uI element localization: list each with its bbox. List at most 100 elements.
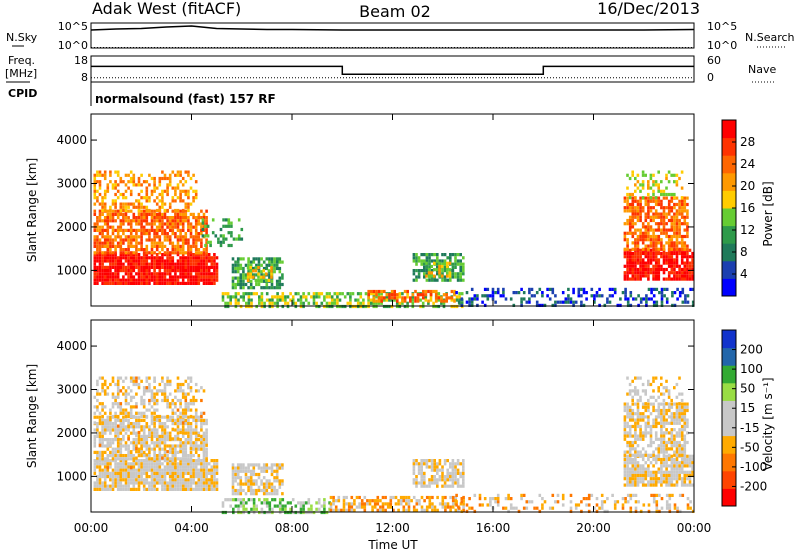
heatmap-cell <box>205 256 208 259</box>
heatmap-cell <box>130 432 133 435</box>
heatmap-cell <box>426 506 429 509</box>
heatmap-cell <box>629 206 632 209</box>
heatmap-cell <box>146 469 149 472</box>
colorbar-swatch <box>722 120 736 138</box>
heatmap-cell <box>146 435 149 438</box>
heatmap-cell <box>367 290 370 293</box>
heatmap-cell <box>676 262 679 265</box>
heatmap-cell <box>101 235 104 238</box>
heatmap-cell <box>234 283 237 286</box>
heatmap-cell <box>179 485 182 488</box>
heatmap-cell <box>140 272 143 275</box>
heatmap-cell <box>279 486 282 489</box>
heatmap-cell <box>642 252 645 255</box>
heatmap-cell <box>418 469 421 472</box>
heatmap-cell <box>120 279 123 282</box>
heatmap-cell <box>647 403 650 406</box>
heatmap-cell <box>323 295 326 298</box>
heatmap-cell <box>678 278 681 281</box>
heatmap-cell <box>125 190 128 193</box>
heatmap-cell <box>639 268 642 271</box>
heatmap-cell <box>462 475 465 478</box>
heatmap-cell <box>156 196 159 199</box>
heatmap-cell <box>684 471 687 474</box>
heatmap-cell <box>148 238 151 241</box>
heatmap-cell <box>660 206 663 209</box>
heatmap-cell <box>686 252 689 255</box>
heatmap-cell <box>445 296 448 299</box>
heatmap-cell <box>164 389 167 392</box>
heatmap-cell <box>232 470 235 473</box>
heatmap-cell <box>446 478 449 481</box>
heatmap-cell <box>159 216 162 219</box>
heatmap-cell <box>101 386 104 389</box>
heatmap-cell <box>140 441 143 444</box>
heatmap-cell <box>689 464 692 467</box>
heatmap-cell <box>192 242 195 245</box>
heatmap-cell <box>164 469 167 472</box>
heatmap-cell <box>276 470 279 473</box>
heatmap-cell <box>207 234 210 237</box>
heatmap-cell <box>665 193 668 196</box>
heatmap-cell <box>627 304 630 307</box>
heatmap-cell <box>143 386 146 389</box>
heatmap-cell <box>156 415 159 418</box>
heatmap-cell <box>179 402 182 405</box>
heatmap-cell <box>684 458 687 461</box>
heatmap-cell <box>179 259 182 262</box>
heatmap-cell <box>140 190 143 193</box>
heatmap-cell <box>140 269 143 272</box>
heatmap-cell <box>138 454 141 457</box>
heatmap-cell <box>117 266 120 269</box>
heatmap-cell <box>626 238 629 241</box>
heatmap-cell <box>497 288 500 291</box>
heatmap-cell <box>292 498 295 501</box>
heatmap-cell <box>138 459 141 462</box>
heatmap-cell <box>268 269 271 272</box>
heatmap-cell <box>166 438 169 441</box>
heatmap-cell <box>195 469 198 472</box>
heatmap-cell <box>634 258 637 261</box>
heatmap-cell <box>507 497 510 500</box>
heatmap-cell <box>673 203 676 206</box>
heatmap-cell <box>140 216 143 219</box>
heatmap-cell <box>650 238 653 241</box>
heatmap-cell <box>143 210 146 213</box>
heatmap-cell <box>161 377 164 380</box>
heatmap-cell <box>104 469 107 472</box>
heatmap-cell <box>133 475 136 478</box>
heatmap-cell <box>232 479 235 482</box>
heatmap-cell <box>235 292 238 295</box>
heatmap-cell <box>125 219 128 222</box>
heatmap-cell <box>138 193 141 196</box>
heatmap-cell <box>315 292 318 295</box>
heatmap-cell <box>279 467 282 470</box>
heatmap-cell <box>318 292 321 295</box>
heatmap-cell <box>635 507 638 510</box>
heatmap-cell <box>146 263 149 266</box>
heatmap-cell <box>130 193 133 196</box>
heatmap-cell <box>166 238 169 241</box>
heatmap-cell <box>151 238 154 241</box>
heatmap-cell <box>185 402 188 405</box>
heatmap-cell <box>629 447 632 450</box>
heatmap-cell <box>182 396 185 399</box>
heatmap-cell <box>192 266 195 269</box>
heatmap-cell <box>138 472 141 475</box>
heatmap-cell <box>200 425 203 428</box>
heatmap-cell <box>99 272 102 275</box>
heatmap-cell <box>660 464 663 467</box>
heatmap-cell <box>151 248 154 251</box>
heatmap-cell <box>305 295 308 298</box>
heatmap-cell <box>216 472 219 475</box>
heatmap-cell <box>588 497 591 500</box>
heatmap-cell <box>461 292 464 295</box>
heatmap-cell <box>660 245 663 248</box>
heatmap-cell <box>203 434 206 437</box>
heatmap-cell <box>153 245 156 248</box>
heatmap-cell <box>446 262 449 265</box>
heatmap-cell <box>645 232 648 235</box>
heatmap-cell <box>146 206 149 209</box>
heatmap-cell <box>112 422 115 425</box>
heatmap-cell <box>109 206 112 209</box>
